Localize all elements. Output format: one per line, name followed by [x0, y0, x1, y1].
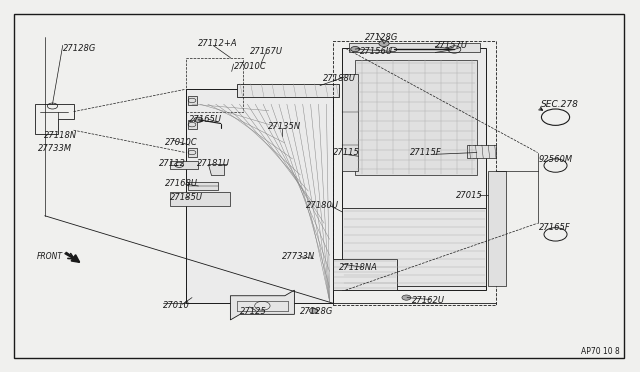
- Polygon shape: [342, 74, 358, 171]
- Text: 27180U: 27180U: [306, 201, 339, 210]
- Text: 27010C: 27010C: [165, 138, 198, 147]
- Text: 92560M: 92560M: [539, 155, 573, 164]
- Text: 27135N: 27135N: [268, 122, 301, 131]
- Text: 27115: 27115: [333, 148, 360, 157]
- Text: SEC.278: SEC.278: [541, 100, 579, 109]
- Polygon shape: [488, 171, 506, 286]
- Polygon shape: [342, 48, 486, 290]
- Text: 27733N: 27733N: [282, 252, 315, 261]
- Circle shape: [402, 295, 411, 300]
- Text: 27128G: 27128G: [63, 44, 96, 53]
- Circle shape: [379, 41, 389, 46]
- Text: 27157U: 27157U: [435, 41, 468, 50]
- Circle shape: [309, 308, 318, 313]
- Text: 27181U: 27181U: [197, 159, 230, 168]
- Polygon shape: [170, 192, 230, 206]
- Circle shape: [194, 117, 203, 122]
- Text: 27118N: 27118N: [44, 131, 77, 140]
- Text: 27165F: 27165F: [539, 223, 571, 232]
- Bar: [188, 96, 197, 105]
- Text: 27185U: 27185U: [170, 193, 203, 202]
- Text: AP70 10 8: AP70 10 8: [580, 347, 620, 356]
- Text: 27188U: 27188U: [323, 74, 356, 83]
- Polygon shape: [342, 208, 486, 286]
- Polygon shape: [208, 164, 224, 175]
- Text: 27168U: 27168U: [165, 179, 198, 187]
- Bar: [188, 148, 197, 157]
- Polygon shape: [333, 259, 397, 290]
- Text: 27128G: 27128G: [365, 33, 398, 42]
- Bar: [188, 120, 197, 129]
- Polygon shape: [230, 290, 294, 320]
- Polygon shape: [170, 161, 198, 169]
- Text: 27115F: 27115F: [410, 148, 442, 157]
- Text: 27010: 27010: [163, 301, 190, 310]
- Text: 27165U: 27165U: [189, 115, 222, 124]
- Text: 27118NA: 27118NA: [339, 263, 378, 272]
- Bar: [186, 58, 243, 112]
- Polygon shape: [237, 84, 339, 97]
- Text: 27162U: 27162U: [412, 296, 445, 305]
- Polygon shape: [188, 182, 218, 190]
- Text: 27112+A: 27112+A: [198, 39, 238, 48]
- Text: 27128G: 27128G: [300, 307, 333, 316]
- Text: 27125: 27125: [240, 307, 267, 316]
- Polygon shape: [349, 43, 480, 52]
- Text: 27733M: 27733M: [38, 144, 72, 153]
- Circle shape: [351, 46, 360, 52]
- Text: 27112: 27112: [159, 159, 186, 168]
- Bar: [333, 41, 496, 305]
- Text: 27156U: 27156U: [360, 47, 394, 56]
- Text: 27015: 27015: [456, 191, 483, 200]
- Polygon shape: [467, 145, 496, 158]
- Polygon shape: [186, 89, 333, 303]
- Text: 27167U: 27167U: [250, 47, 283, 56]
- Polygon shape: [355, 60, 477, 175]
- Text: 27010C: 27010C: [234, 62, 266, 71]
- Text: FRONT: FRONT: [37, 252, 63, 261]
